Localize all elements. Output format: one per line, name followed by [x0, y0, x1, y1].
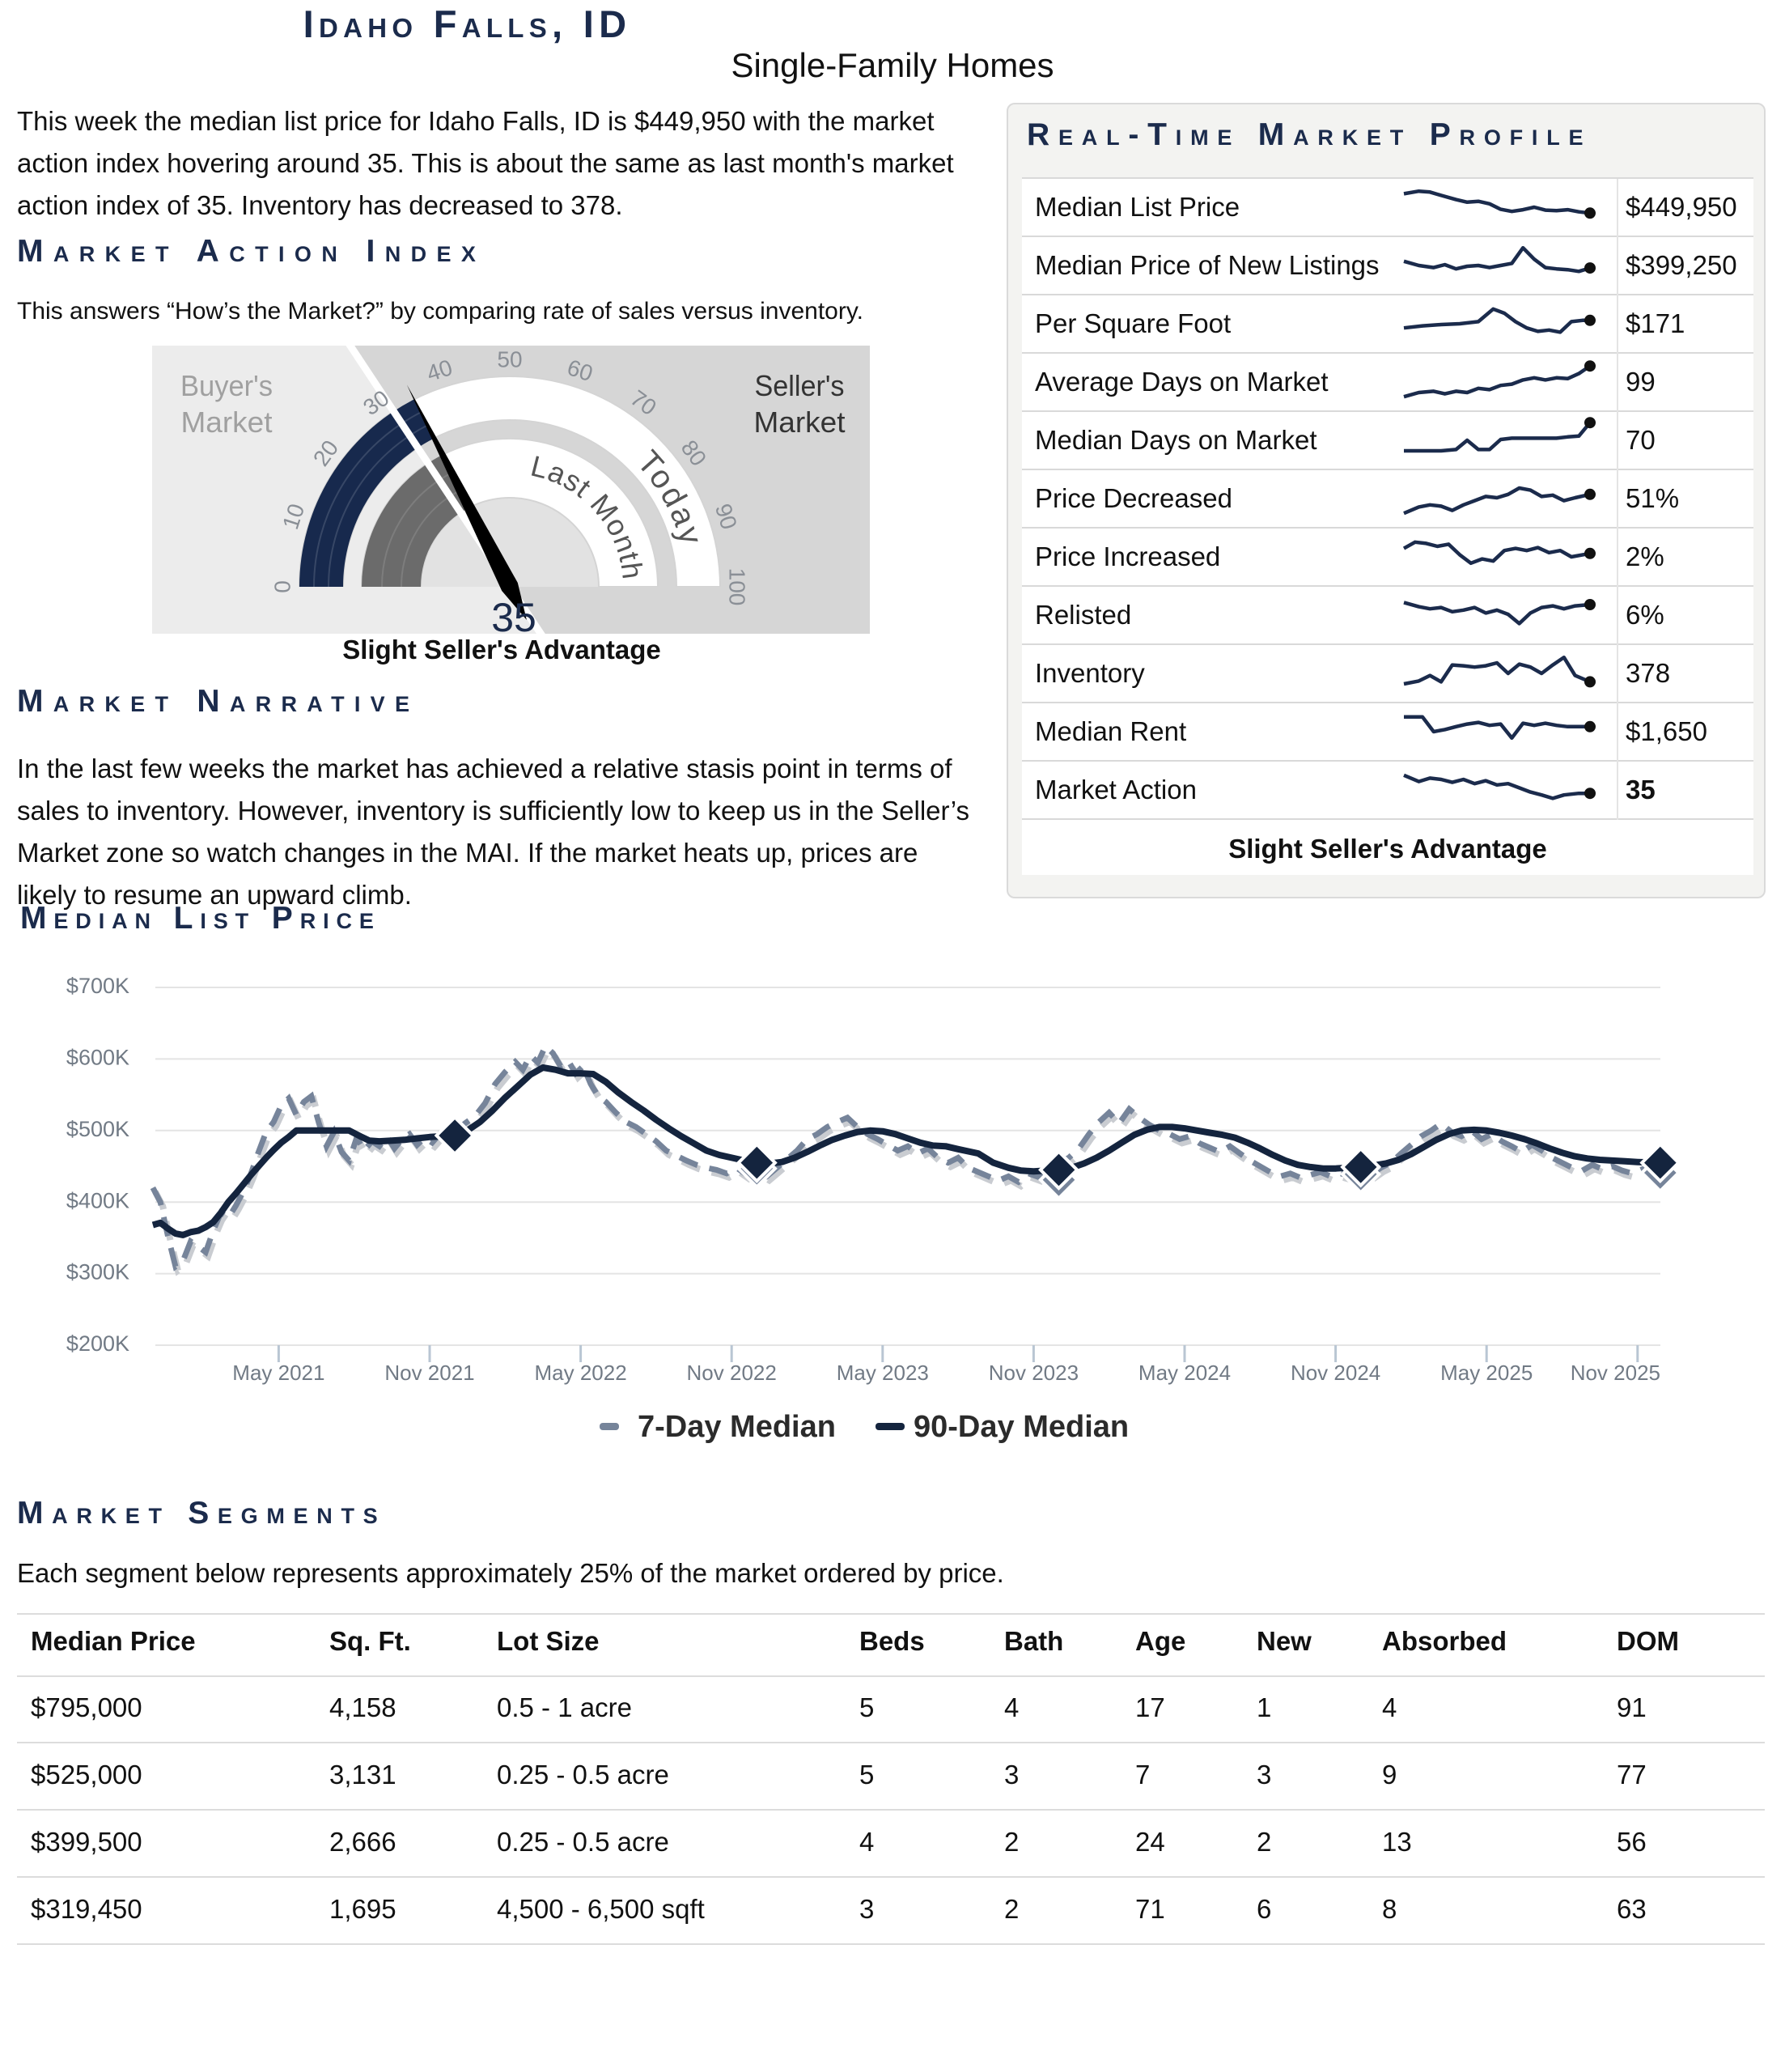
svg-text:Nov 2022: Nov 2022 [687, 1361, 777, 1385]
svg-text:May 2024: May 2024 [1138, 1361, 1231, 1385]
svg-text:May 2022: May 2022 [535, 1361, 627, 1385]
svg-text:50: 50 [497, 346, 522, 372]
svg-text:Nov 2025: Nov 2025 [1571, 1361, 1660, 1385]
svg-text:Market: Market [181, 405, 273, 439]
svg-text:May 2021: May 2021 [232, 1361, 324, 1385]
svg-text:May 2025: May 2025 [1440, 1361, 1533, 1385]
svg-text:$600K: $600K [66, 1046, 129, 1070]
svg-text:100: 100 [725, 568, 750, 606]
svg-text:$200K: $200K [66, 1331, 129, 1356]
svg-text:Nov 2024: Nov 2024 [1291, 1361, 1380, 1385]
svg-text:Market: Market [754, 405, 846, 439]
svg-text:May 2023: May 2023 [837, 1361, 929, 1385]
svg-text:0: 0 [269, 580, 295, 593]
svg-text:$700K: $700K [66, 974, 129, 998]
svg-text:Seller's: Seller's [755, 369, 845, 402]
svg-text:Buyer's: Buyer's [180, 369, 273, 402]
svg-text:$300K: $300K [66, 1260, 129, 1284]
svg-text:$400K: $400K [66, 1188, 129, 1212]
svg-text:Nov 2023: Nov 2023 [989, 1361, 1079, 1385]
svg-text:$500K: $500K [66, 1117, 129, 1141]
svg-text:Nov 2021: Nov 2021 [384, 1361, 474, 1385]
